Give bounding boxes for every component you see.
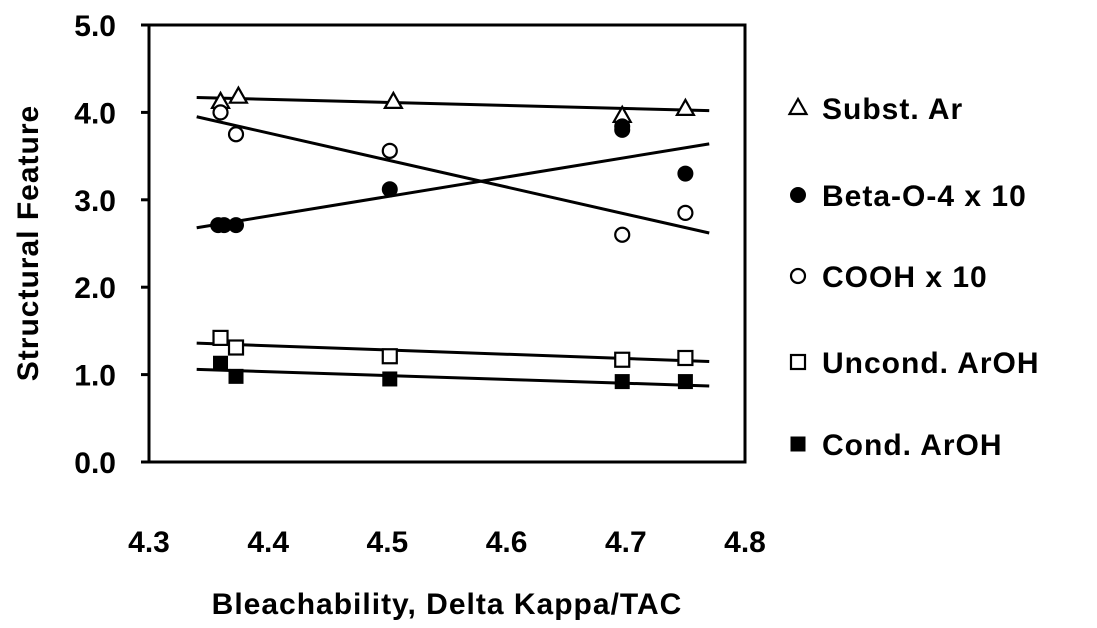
legend-label-cooh-x-10: COOH x 10 (822, 261, 988, 294)
trend-line-cond-aroh (196, 367, 710, 388)
point-subst-ar (382, 90, 404, 110)
y-tick-label: 3.0 (74, 185, 116, 218)
y-tick-label: 4.0 (74, 97, 116, 130)
point-cooh-x-10 (614, 226, 631, 243)
point-cooh-x-10 (381, 142, 398, 159)
trend-line-cooh-x-10 (196, 115, 710, 235)
y-axis: 0.0 1.0 2.0 3.0 4.0 5.0 (74, 10, 149, 480)
trend-line-uncond-aroh (196, 341, 710, 363)
point-cooh-x-10 (677, 204, 694, 222)
point-subst-ar (675, 97, 696, 117)
legend-marker-cooh-x-10 (789, 267, 807, 285)
point-beta-o-4-x-10 (228, 217, 245, 234)
point-cond-aroh (677, 374, 693, 390)
legend-label-cond-aroh: Cond. ArOH (822, 429, 1003, 462)
y-tick-label: 1.0 (74, 360, 116, 393)
point-uncond-aroh (227, 339, 245, 356)
y-tick-label: 5.0 (74, 10, 116, 43)
y-tick-label: 2.0 (74, 272, 116, 305)
trend-line-beta-o-4-x-10 (196, 142, 710, 230)
y-tick-label: 0.0 (74, 447, 116, 480)
legend-label-subst-ar: Subst. Ar (822, 93, 963, 126)
data-points (210, 85, 696, 390)
point-cooh-x-10 (227, 126, 245, 143)
legend-label-uncond-aroh: Uncond. ArOH (822, 347, 1040, 380)
point-uncond-aroh (614, 351, 631, 368)
trend-line-subst-ar (196, 96, 710, 113)
legend: Subst. Ar Beta-O-4 x 10 COOH x 10 Uncond. A… (787, 93, 1040, 462)
x-tick-label: 4.5 (367, 526, 409, 559)
point-beta-o-4-x-10 (677, 165, 694, 182)
x-tick-label: 4.4 (247, 526, 289, 559)
x-tick-label: 4.6 (486, 526, 528, 559)
legend-marker-cond-aroh (790, 436, 806, 452)
point-uncond-aroh (381, 348, 398, 365)
point-cond-aroh (228, 368, 244, 384)
legend-marker-beta-o-4-x-10 (790, 187, 806, 203)
trend-lines (196, 96, 710, 388)
point-cond-aroh (614, 374, 630, 390)
x-tick-label: 4.8 (724, 526, 766, 559)
plot-frame (147, 23, 747, 464)
point-beta-o-4-x-10 (381, 181, 398, 198)
point-beta-o-4-x-10 (614, 118, 631, 135)
x-tick-label: 4.7 (605, 526, 647, 559)
point-uncond-aroh (677, 349, 694, 367)
point-cond-aroh (213, 355, 229, 371)
x-axis-title: Bleachability, Delta Kappa/TAC (212, 588, 683, 621)
x-axis: 4.3 4.4 4.5 4.6 4.7 4.8 (128, 526, 766, 559)
legend-marker-uncond-aroh (789, 353, 807, 371)
legend-marker-subst-ar (787, 96, 809, 116)
x-tick-label: 4.3 (128, 526, 170, 559)
point-cooh-x-10 (212, 104, 229, 121)
point-cond-aroh (382, 371, 398, 387)
point-subst-ar (228, 85, 249, 104)
legend-label-beta-o-4-x-10: Beta-O-4 x 10 (822, 180, 1027, 213)
point-uncond-aroh (212, 329, 229, 346)
y-axis-title: Structural Feature (12, 105, 45, 381)
